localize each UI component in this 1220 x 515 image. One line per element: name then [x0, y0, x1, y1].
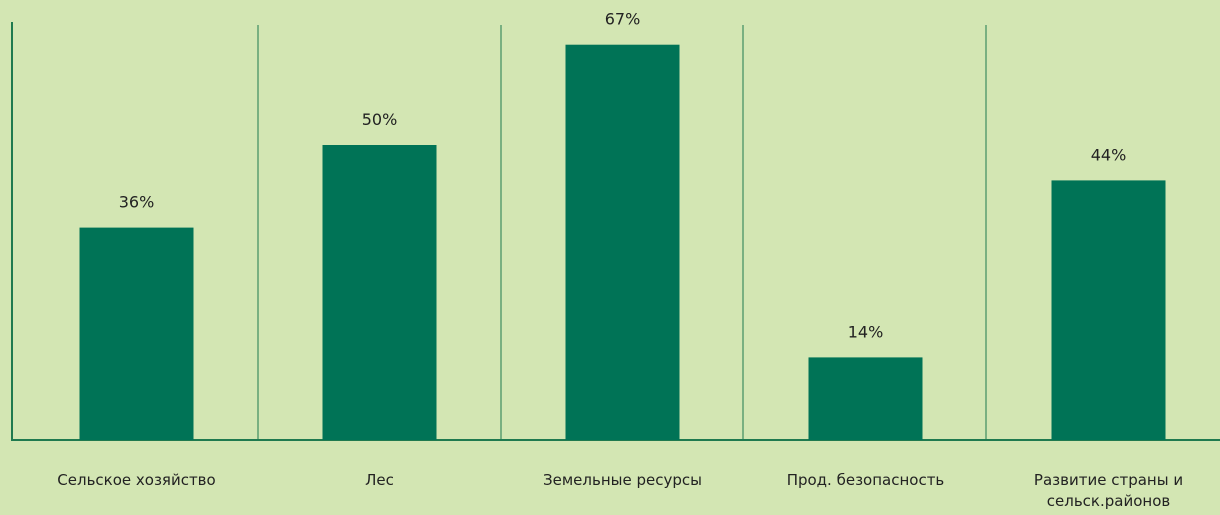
x-tick-label: Земельные ресурсы — [543, 471, 702, 489]
x-tick-label: Сельское хозяйство — [57, 471, 216, 489]
value-label: 67% — [605, 10, 641, 29]
bar — [808, 357, 923, 440]
value-label: 36% — [119, 193, 155, 212]
value-label: 14% — [848, 322, 884, 341]
x-tick-label: Лес — [365, 471, 394, 489]
value-label: 44% — [1091, 145, 1127, 164]
bar — [79, 227, 194, 440]
bar — [1051, 180, 1166, 440]
bar — [565, 44, 680, 440]
x-tick-label: Прод. безопасность — [786, 471, 945, 489]
x-tick-label: Развитие страны и сельск.районов — [1033, 471, 1184, 510]
value-label: 50% — [362, 110, 398, 129]
bar — [322, 145, 437, 440]
